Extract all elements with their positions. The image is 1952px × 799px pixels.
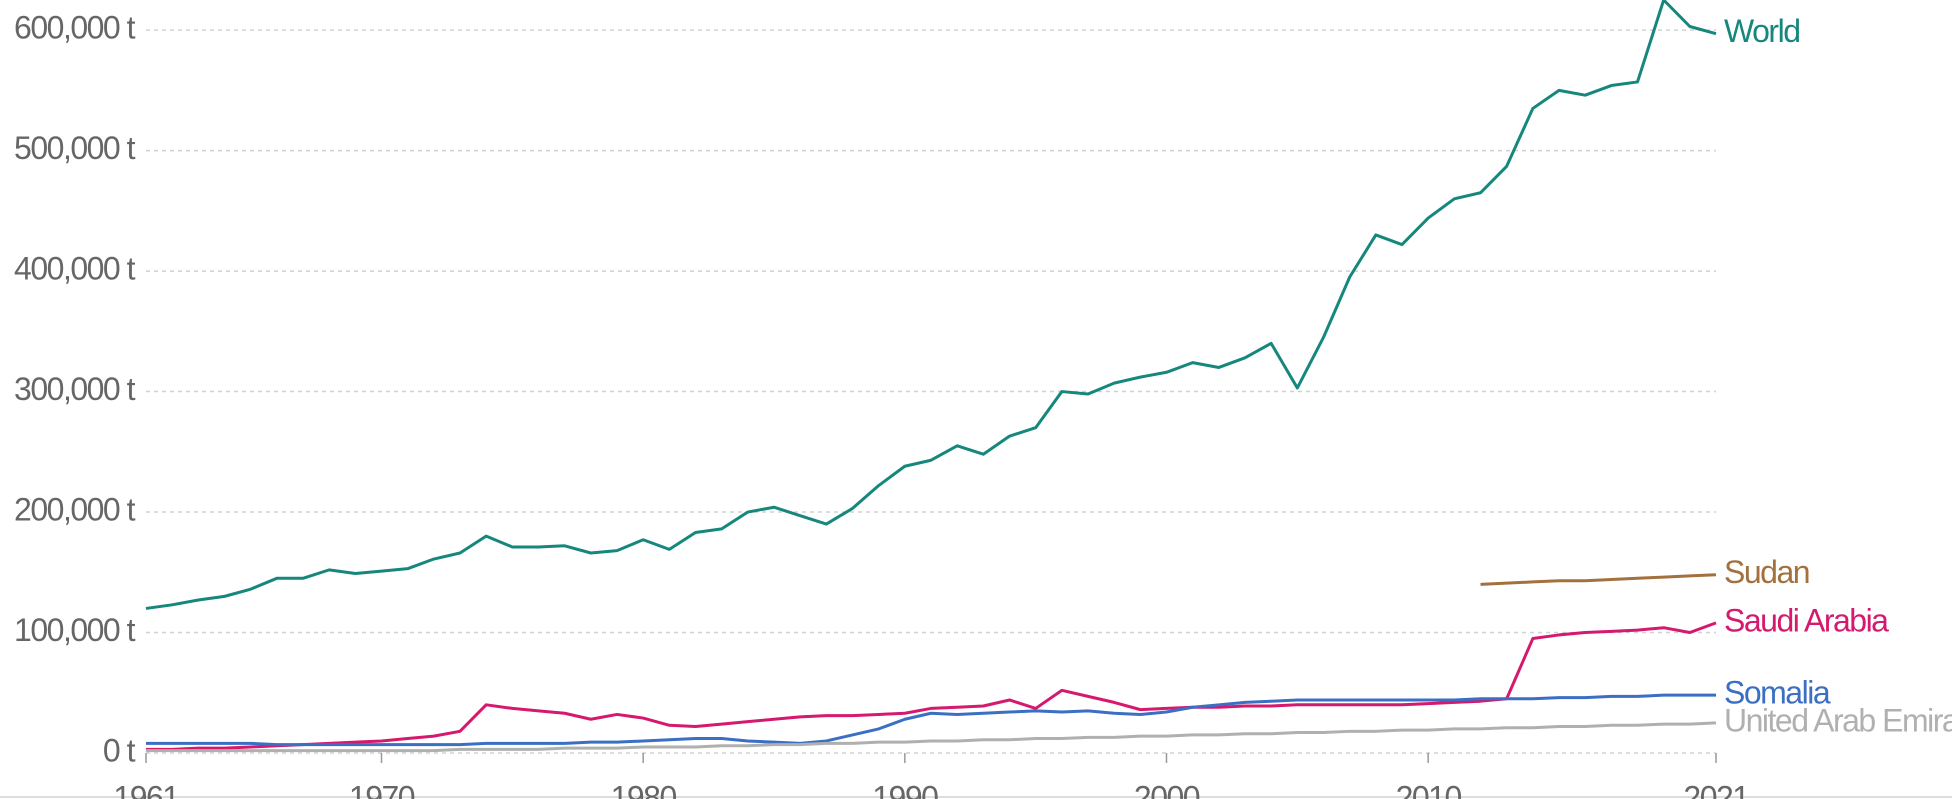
series-label: Somalia: [1724, 675, 1831, 711]
x-tick-label: 1970: [349, 779, 415, 799]
y-tick-label: 500,000 t: [14, 130, 136, 166]
x-tick-label: 1990: [872, 779, 938, 799]
series-line: [146, 621, 1717, 751]
y-tick-label: 300,000 t: [14, 371, 136, 407]
x-tick-label: 1980: [611, 779, 677, 799]
series-line: [1480, 573, 1717, 586]
x-tick-label: 2021: [1683, 779, 1749, 799]
y-tick-label: 0 t: [103, 732, 136, 768]
series-label: Saudi Arabia: [1724, 602, 1889, 638]
x-tick-label: 2010: [1396, 779, 1462, 799]
series-label: United Arab Emirates: [1724, 702, 1952, 738]
series-line: [145, 0, 1717, 610]
y-tick-label: 200,000 t: [14, 491, 136, 527]
y-tick-label: 400,000 t: [14, 251, 136, 287]
x-tick-label: 1961: [113, 779, 179, 799]
y-tick-label: 600,000 t: [14, 10, 136, 46]
series-line: [146, 693, 1716, 747]
series-label: Sudan: [1724, 554, 1809, 590]
x-tick-label: 2000: [1134, 779, 1200, 799]
series-label: World: [1724, 13, 1799, 49]
y-tick-label: 100,000 t: [14, 612, 136, 648]
series-line: [146, 721, 1717, 753]
